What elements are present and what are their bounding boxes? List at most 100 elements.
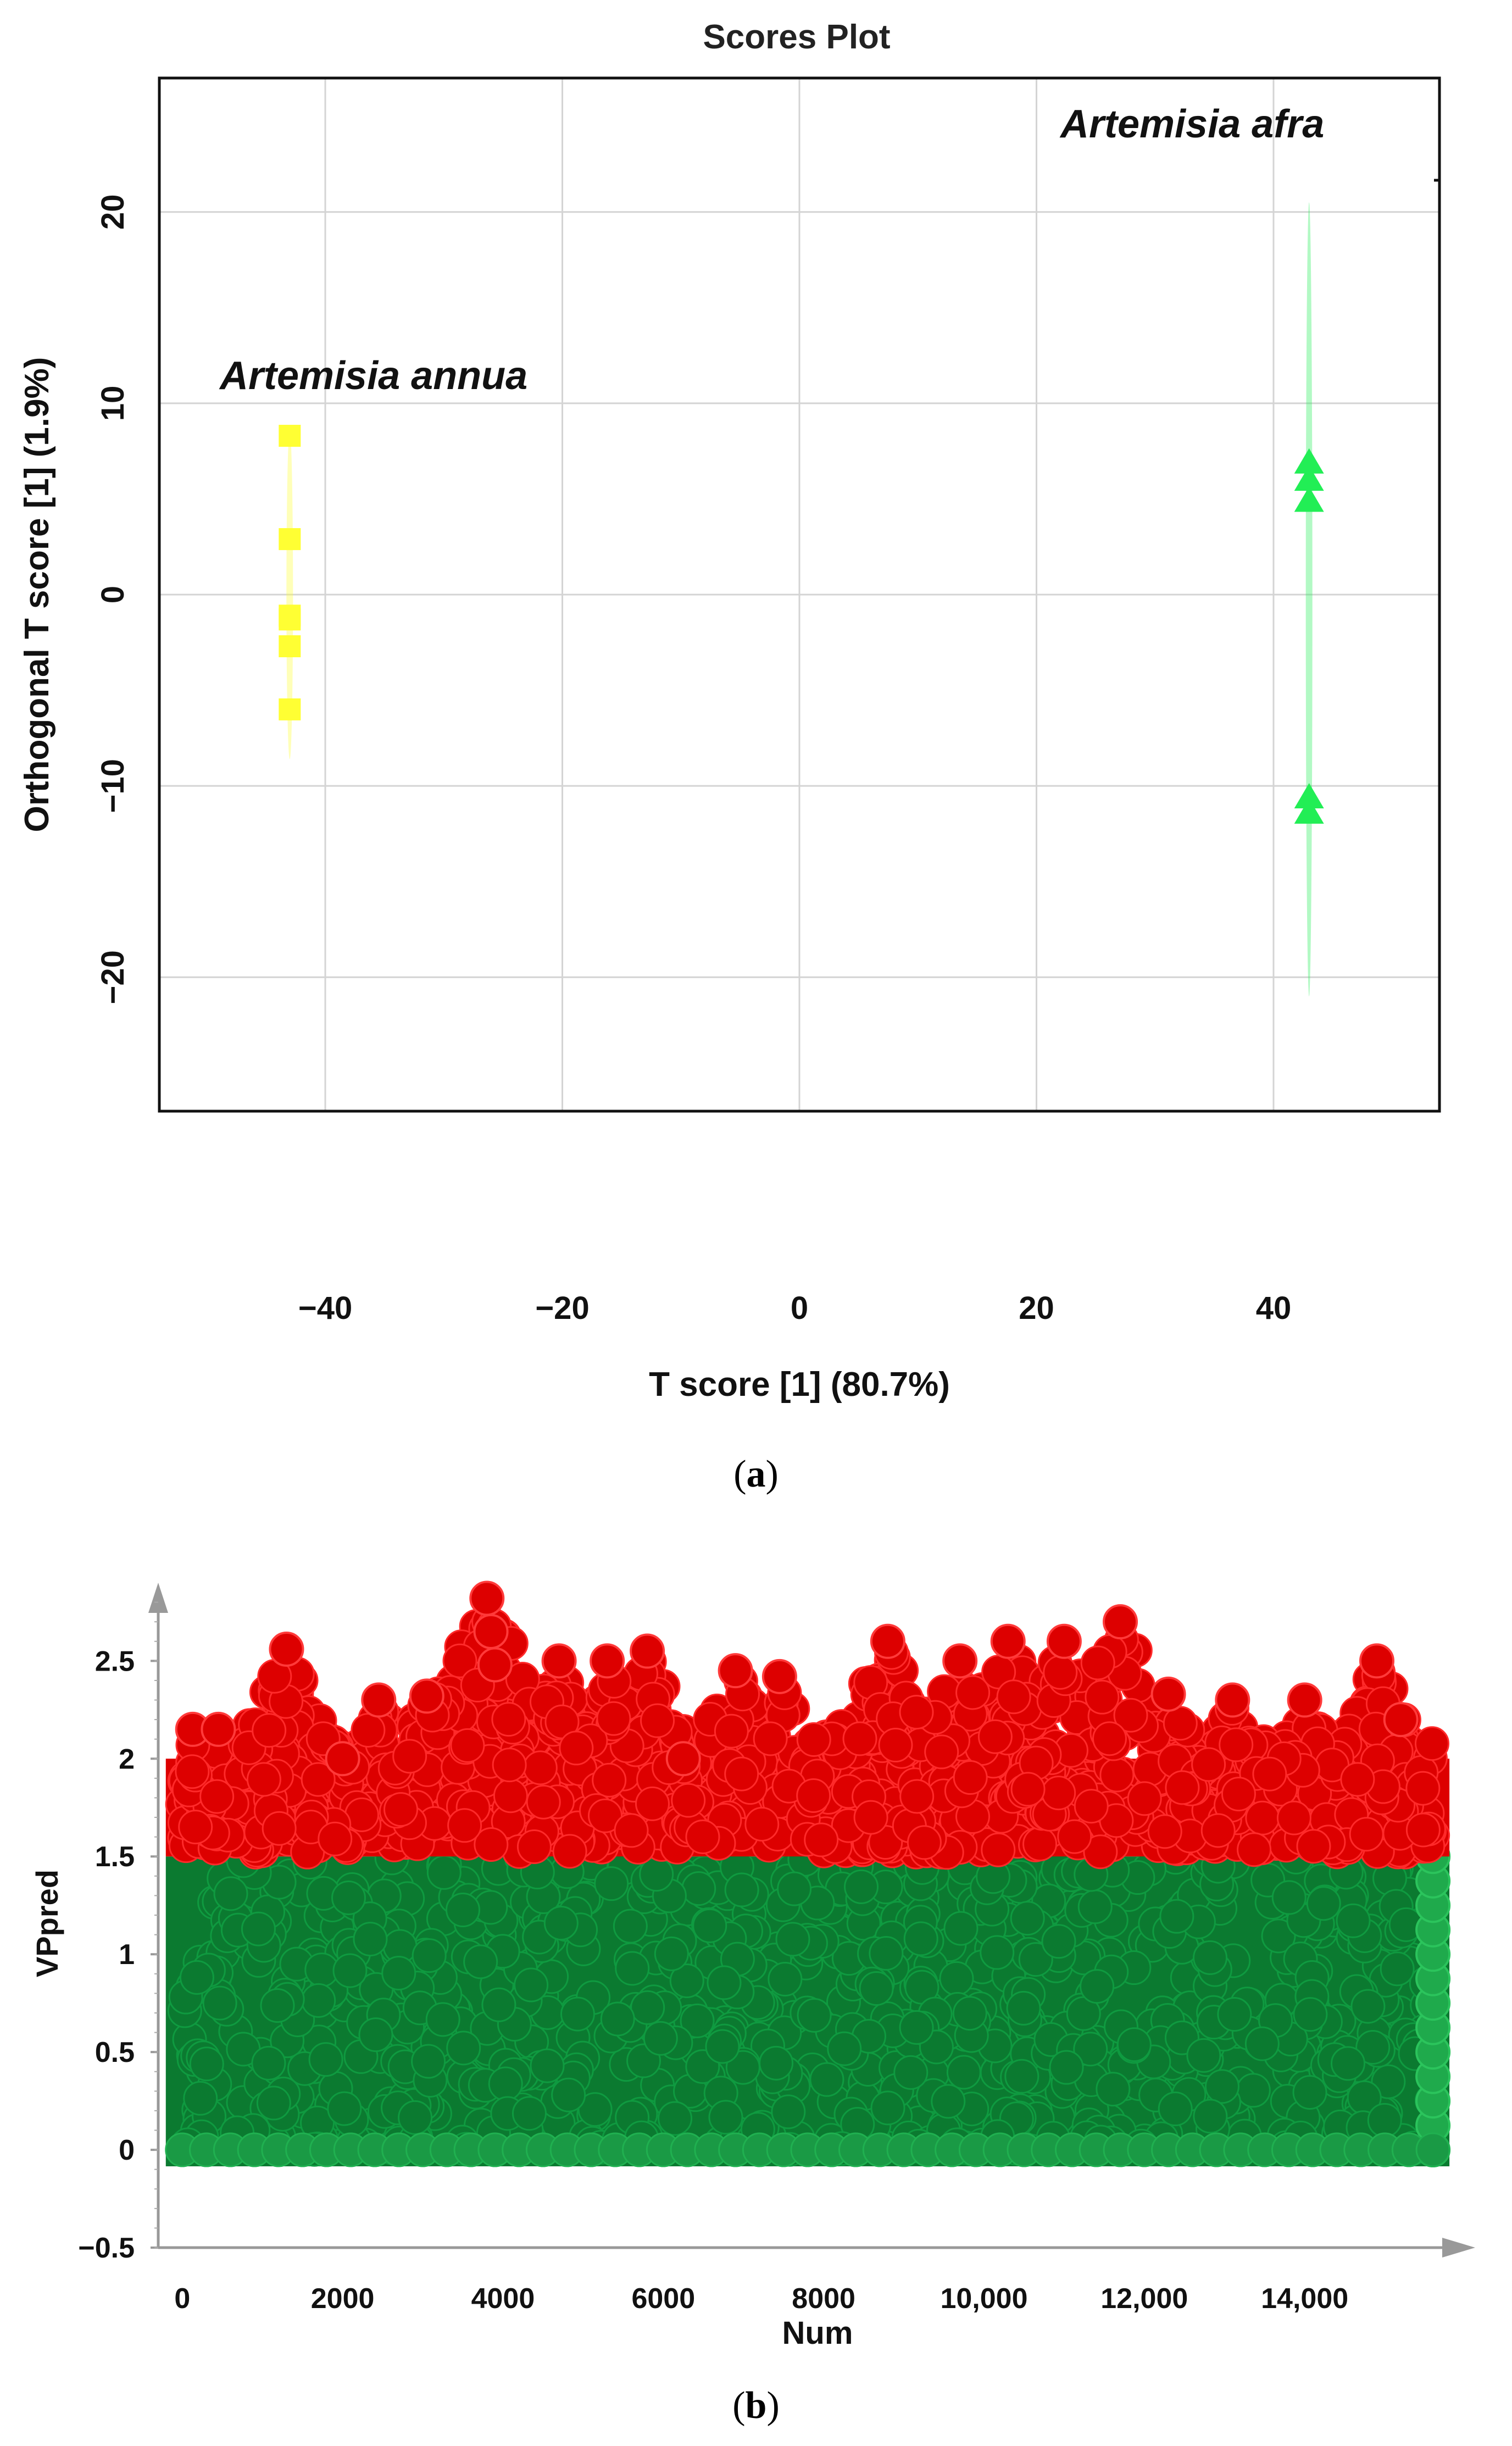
data-point	[643, 2021, 678, 2056]
data-point	[514, 1967, 549, 2003]
grid	[159, 78, 1439, 1111]
data-point	[175, 1754, 210, 1789]
data-point	[939, 1961, 974, 1996]
data-point	[332, 1953, 368, 1988]
data-point-square	[279, 608, 301, 631]
data-point	[797, 1998, 832, 2033]
data-point	[614, 1813, 649, 1848]
data-point	[924, 1734, 959, 1770]
data-point	[1046, 1623, 1082, 1659]
plot-frame	[158, 76, 1441, 1113]
data-point	[1018, 1942, 1053, 1977]
y-tick-label: 2	[119, 1743, 135, 1775]
data-point	[1083, 1834, 1118, 1870]
data-point	[718, 1653, 753, 1689]
data-point-triangle	[1294, 783, 1324, 809]
x-tick-label: 12,000	[1100, 2283, 1188, 2315]
y-tick-label: −20	[95, 950, 131, 1004]
data-point	[251, 2045, 286, 2081]
data-point	[1292, 2075, 1327, 2110]
data-point	[1077, 1889, 1113, 1924]
data-point	[241, 1911, 276, 1946]
y-tick-label: 2.5	[95, 1645, 135, 1677]
y-tick-label: 0	[119, 2134, 135, 2166]
y-tick-label: −0.5	[78, 2232, 135, 2264]
data-point	[893, 2055, 929, 2090]
data-point	[931, 2084, 966, 2119]
data-point	[256, 2086, 291, 2121]
data-point	[899, 1779, 935, 1814]
data-point	[1405, 1771, 1441, 1806]
data-point	[587, 1798, 622, 1833]
data-point	[260, 1988, 295, 2023]
data-point	[1159, 1899, 1194, 1934]
y-axis-title: VPpred	[30, 1870, 64, 1977]
data-point	[1340, 1762, 1375, 1797]
data-point	[1405, 1812, 1441, 1848]
x-axis-title: T score [1] (80.7%)	[649, 1366, 950, 1404]
data-point	[559, 1730, 594, 1766]
red-points	[165, 1580, 1450, 1870]
data-point	[1221, 1777, 1256, 1812]
y-tick-label: 0.5	[95, 2037, 135, 2068]
data-point	[827, 2031, 862, 2066]
data-point	[671, 1783, 706, 1818]
data-point	[1006, 1990, 1041, 2026]
data-point	[809, 2062, 844, 2097]
annotation-afra: Artemisia afra	[1059, 102, 1324, 146]
data-point	[590, 1643, 625, 1679]
data-point	[669, 1963, 704, 1998]
x-tick-label: 6000	[631, 2283, 695, 2315]
data-point	[463, 1944, 498, 1979]
x-tick-label: 14,000	[1261, 2283, 1348, 2315]
data-point	[318, 1821, 353, 1856]
data-point	[1163, 1706, 1198, 1741]
data-point	[658, 2101, 693, 2136]
data-point	[1349, 1817, 1384, 1852]
data-point	[844, 1869, 879, 1904]
panel-b-caption: (b)	[732, 2384, 780, 2427]
data-point	[708, 2100, 743, 2135]
data-point	[1245, 1800, 1280, 1835]
data-point	[981, 1832, 1016, 1867]
x-tick-label: 4000	[471, 2283, 535, 2315]
data-point	[680, 2003, 715, 2038]
data-point	[392, 1739, 427, 1774]
confidence-band	[1305, 202, 1313, 997]
data-point	[474, 1827, 509, 1862]
data-point	[446, 2031, 481, 2066]
data-point	[398, 2100, 433, 2135]
data-point	[1236, 2073, 1271, 2108]
data-point	[946, 2055, 981, 2090]
data-point	[1085, 1679, 1120, 1715]
x-tick-labels: −40 −20 0 20 40	[298, 1290, 1291, 1326]
y-tick-label: 20	[95, 194, 131, 230]
data-point	[1049, 2050, 1084, 2085]
data-point	[1336, 1903, 1371, 1938]
data-point	[308, 2042, 343, 2077]
data-point	[199, 1779, 235, 1814]
data-point	[516, 1829, 552, 1864]
data-point	[1383, 1702, 1419, 1738]
data-point	[943, 1911, 979, 1946]
data-point	[213, 1876, 248, 1911]
data-point	[1415, 2132, 1450, 2167]
data-point	[411, 2044, 446, 2079]
panel-a-caption: (a)	[733, 1453, 779, 1495]
data-point	[1237, 1832, 1272, 1867]
data-point	[1219, 1727, 1254, 1762]
data-point	[600, 2001, 635, 2037]
data-point	[412, 1938, 447, 1973]
data-point	[1215, 1682, 1250, 1718]
data-point	[1113, 1698, 1148, 1733]
data-point	[996, 1679, 1031, 1715]
data-points	[279, 425, 1324, 824]
data-point	[327, 2091, 362, 2126]
x-tick-label: 10,000	[940, 2283, 1027, 2315]
data-point-square	[279, 425, 301, 447]
data-point	[1193, 2099, 1228, 2134]
data-point	[1415, 1726, 1450, 1761]
x-tick-label: 8000	[792, 2283, 855, 2315]
data-point	[977, 1719, 1013, 1754]
data-point	[491, 1702, 526, 1737]
